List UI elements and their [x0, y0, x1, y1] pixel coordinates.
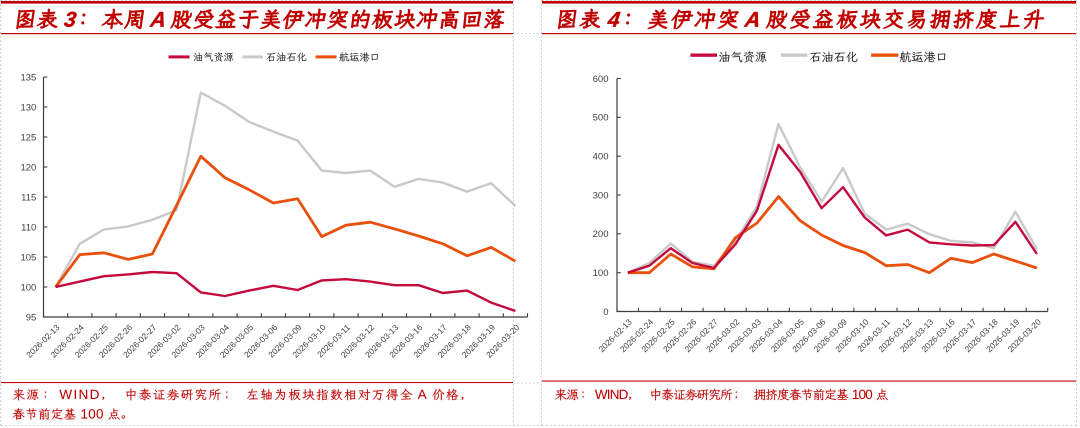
- svg-text:105: 105: [20, 252, 36, 263]
- svg-text:125: 125: [20, 132, 36, 143]
- svg-text:120: 120: [20, 162, 36, 173]
- svg-text:135: 135: [20, 72, 36, 83]
- svg-text:0: 0: [603, 307, 608, 318]
- svg-text:400: 400: [593, 152, 609, 163]
- svg-text:600: 600: [593, 74, 609, 85]
- svg-text:100: 100: [20, 282, 36, 293]
- svg-text:115: 115: [21, 192, 36, 203]
- svg-text:200: 200: [593, 229, 609, 240]
- svg-text:100: 100: [593, 268, 609, 279]
- svg-text:300: 300: [593, 190, 609, 201]
- svg-text:95: 95: [26, 312, 37, 323]
- svg-text:110: 110: [21, 222, 36, 233]
- svg-text:500: 500: [593, 113, 609, 124]
- svg-text:130: 130: [20, 102, 36, 113]
